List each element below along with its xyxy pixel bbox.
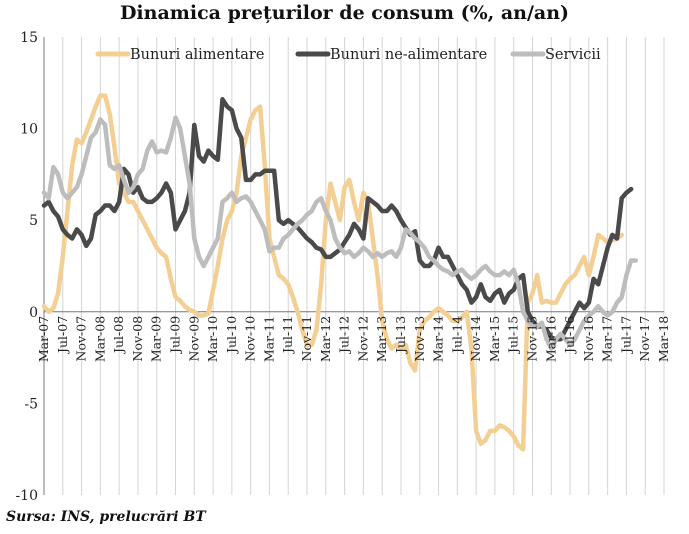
axes: [43, 37, 664, 495]
x-tick-label: Mar-10: [205, 316, 220, 362]
x-tick-label: Nov-16: [581, 316, 596, 362]
y-tick-label: 15: [20, 30, 38, 46]
x-tick-label: Nov-10: [243, 316, 258, 362]
x-tick-label: Jul-11: [280, 316, 295, 355]
gridlines: [62, 37, 665, 495]
x-tick-label: Mar-09: [149, 316, 164, 362]
x-tick-label: Nov-17: [637, 316, 652, 362]
x-tick-label: Mar-08: [92, 316, 107, 362]
series-line-1: [41, 93, 624, 452]
x-tick-label: Mar-12: [318, 316, 333, 362]
x-tick-label: Mar-17: [600, 316, 615, 362]
x-tick-label: Nov-13: [412, 316, 427, 362]
x-tick-label: Jul-08: [111, 316, 126, 355]
x-tick-label: Jul-15: [506, 316, 521, 355]
x-tick-label: Nov-15: [524, 316, 539, 362]
legend-label: Bunuri ne-alimentare: [330, 47, 487, 63]
x-tick-label: Jul-12: [337, 316, 352, 355]
x-tick-label: Mar-07: [36, 316, 51, 362]
y-tick-label: 10: [20, 122, 38, 138]
x-tick-label: Nov-14: [468, 316, 483, 362]
x-tick-label: Mar-18: [656, 316, 671, 362]
series-lines: [41, 93, 639, 452]
x-tick-label: Jul-09: [168, 316, 183, 355]
chart-title: Dinamica prețurilor de consum (%, an/an): [119, 2, 570, 24]
x-tick-label: Nov-09: [186, 316, 201, 362]
y-tick-label: -5: [24, 396, 38, 412]
x-tick-label: Jul-07: [55, 316, 70, 355]
y-axis-ticks: 15 10 5 0 -5 -10: [15, 30, 38, 504]
x-tick-label: Jul-10: [224, 316, 239, 355]
legend: Bunuri alimentare Bunuri ne-alimentare Ser…: [95, 47, 601, 63]
legend-label: Bunuri alimentare: [130, 47, 264, 63]
x-tick-label: Mar-11: [261, 316, 276, 362]
x-tick-label: Mar-13: [374, 316, 389, 362]
x-tick-label: Nov-12: [355, 316, 370, 362]
x-tick-label: Nov-07: [74, 316, 89, 362]
source-note: Sursa: INS, prelucrări BT: [6, 509, 206, 525]
x-tick-label: Jul-13: [393, 316, 408, 355]
y-tick-label: 0: [29, 305, 38, 321]
legend-label: Servicii: [545, 47, 601, 63]
series-line-3: [41, 115, 639, 351]
series-line-2: [41, 97, 634, 342]
x-tick-label: Nov-08: [130, 316, 145, 362]
x-tick-label: Jul-17: [618, 316, 633, 355]
y-tick-label: -10: [15, 488, 38, 504]
x-tick-label: Mar-16: [543, 316, 558, 362]
x-axis-ticks: Mar-07 Jul-07 Nov-07 Mar-08 Jul-08 Nov-08 Mar-…: [36, 316, 671, 362]
x-tick-label: Mar-14: [431, 316, 446, 362]
x-tick-label: Nov-11: [299, 316, 314, 362]
x-tick-label: Mar-15: [487, 316, 502, 362]
x-tick-label: Jul-14: [449, 316, 464, 355]
x-tick-label: Jul-16: [562, 316, 577, 355]
y-tick-label: 5: [29, 213, 38, 229]
